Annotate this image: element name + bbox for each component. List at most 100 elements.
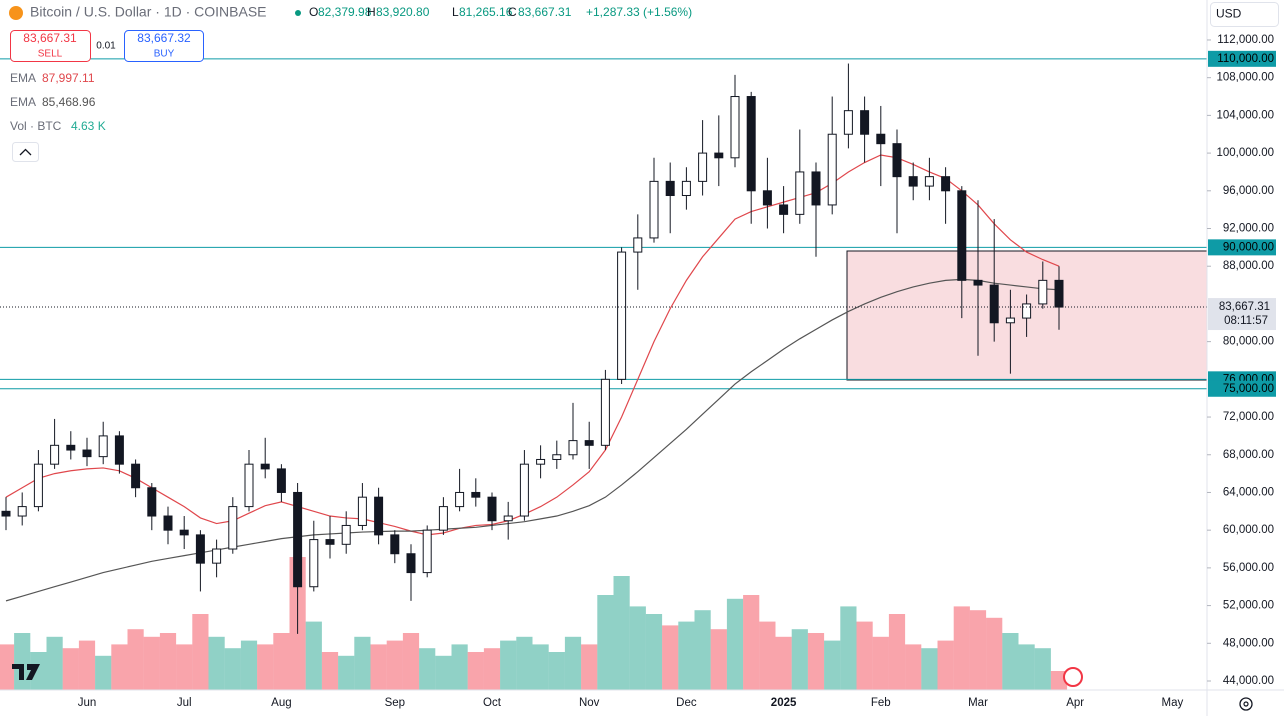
sell-price: 83,667.31: [23, 31, 77, 45]
volume-bar: [564, 636, 582, 690]
level-label: 75,000.00: [1223, 383, 1274, 395]
candle-body: [908, 176, 918, 187]
volume-bar: [338, 655, 355, 690]
candle-body: [1005, 317, 1015, 324]
candle-body: [552, 454, 562, 460]
volume-bar: [386, 640, 403, 690]
volume-bar: [856, 621, 873, 690]
ema-line: [5, 278, 1060, 602]
candle-body: [276, 468, 286, 493]
candle-body: [617, 251, 627, 380]
candle-body: [941, 176, 951, 192]
candle-body: [455, 491, 465, 508]
y-tick-label: 44,000.00: [1223, 675, 1274, 687]
collapse-icon: [19, 148, 32, 156]
currency-button[interactable]: [1210, 2, 1279, 27]
spread: 0.01: [96, 41, 116, 52]
candle-body: [924, 176, 934, 187]
candle-body: [860, 110, 870, 135]
volume-bar: [629, 606, 646, 690]
volume-bar: [937, 640, 954, 690]
volume-bar: [743, 595, 760, 690]
candle-body: [681, 180, 691, 197]
candle-body: [795, 171, 805, 215]
volume-bar: [678, 621, 695, 690]
volume-bar: [30, 652, 47, 690]
y-tick-label: 68,000.00: [1223, 449, 1274, 461]
candle-body: [973, 279, 983, 286]
y-tick-label: 92,000.00: [1223, 223, 1274, 235]
candle-body: [179, 529, 189, 536]
candle-body: [357, 496, 367, 526]
axes: 44,000.00 48,000.00 52,000.00 56,000.00 60,0…: [78, 34, 1276, 709]
candle-body: [536, 458, 546, 465]
symbol-title[interactable]: Bitcoin / U.S. Dollar · 1D · COINBASE: [30, 4, 267, 20]
candle-body: [876, 133, 886, 145]
volume-bar: [759, 621, 776, 690]
countdown: 08:11:57: [1224, 315, 1268, 327]
candle-body: [568, 440, 578, 456]
candle-body: [244, 463, 254, 508]
volume-bar: [321, 652, 339, 690]
ohlc-values: O 82,379.98H 83,920.80 L 81,265.16C 83,667.31: [309, 5, 572, 19]
y-tick-label: 88,000.00: [1223, 260, 1274, 272]
candle-body: [33, 463, 43, 508]
candle-body: [390, 534, 400, 555]
candle-body: [471, 491, 481, 498]
x-tick-label: Dec: [676, 697, 697, 709]
volume-bar: [192, 614, 209, 690]
candle-body: [989, 284, 999, 324]
volume-bar: [645, 614, 663, 690]
ohlc-value: 81,265.16: [459, 5, 513, 19]
candle-body: [195, 534, 205, 564]
volume-bar: [467, 652, 484, 690]
candle-body: [98, 435, 108, 458]
level-label: 110,000.00: [1217, 53, 1274, 65]
candle-body: [374, 496, 384, 536]
tv-logo[interactable]: [12, 664, 40, 680]
change: +1,287.33 (+1.56%): [586, 5, 692, 19]
legend-value: 85,468.96: [42, 95, 96, 109]
volume-bar: [62, 648, 79, 690]
volume-bar: [1050, 671, 1068, 690]
collapse-button[interactable]: [12, 142, 39, 162]
volume-bar: [791, 629, 808, 690]
volume-bar: [921, 648, 938, 690]
y-tick-label: 56,000.00: [1223, 562, 1274, 574]
volume-bar: [176, 644, 193, 690]
settings-icon[interactable]: [1239, 697, 1253, 711]
volume-bar: [597, 595, 614, 690]
buy-button[interactable]: [124, 30, 204, 62]
flag-icon[interactable]: [1063, 667, 1083, 687]
volume-bar: [613, 576, 630, 690]
volume-bar: [710, 629, 727, 690]
x-tick-label: Apr: [1066, 697, 1084, 709]
currency: USD: [1216, 7, 1242, 21]
candle-body: [503, 515, 513, 522]
last-price-bg: [1208, 298, 1276, 331]
volume-bar: [402, 633, 420, 690]
volume-bar: [127, 629, 144, 690]
volume-bar: [240, 640, 258, 690]
buy-price: 83,667.32: [137, 31, 191, 45]
volume-bar: [46, 636, 63, 690]
y-tick-label: 100,000.00: [1216, 147, 1274, 159]
candle-body: [746, 96, 756, 192]
legend-name: Vol · BTC: [10, 119, 62, 133]
candle-body: [730, 96, 740, 159]
volume-bar: [986, 617, 1003, 690]
volume-bar: [726, 598, 744, 690]
x-tick-label: May: [1162, 697, 1184, 709]
volume-bar: [1018, 644, 1035, 690]
candle-body: [698, 152, 708, 182]
candle-body: [228, 506, 238, 550]
volume-bar: [872, 636, 889, 690]
candle-body: [649, 180, 659, 239]
candle-body: [665, 180, 675, 197]
volume-bar: [1002, 633, 1019, 690]
volume-bar: [370, 644, 387, 690]
sell-button[interactable]: [10, 30, 91, 62]
ohlc-key: C: [508, 5, 517, 19]
market-status: [295, 10, 301, 16]
volume-bar: [483, 648, 501, 690]
